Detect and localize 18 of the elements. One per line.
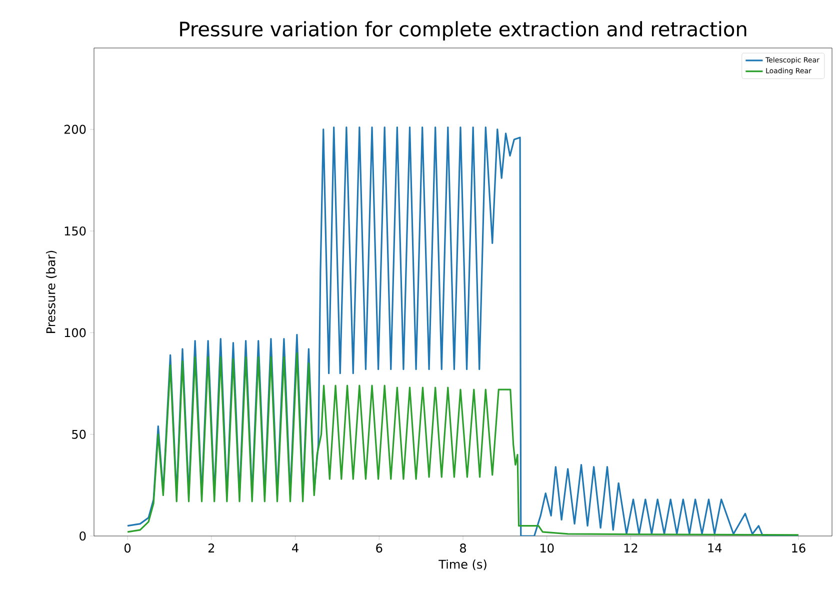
x-tick-label: 16 [792,544,806,553]
y-tick-label: 150 [64,226,86,236]
x-tick-label: 10 [540,544,554,553]
x-tick-label: 8 [460,544,466,553]
x-tick-label: 6 [376,544,382,553]
x-tick-label: 12 [624,544,638,552]
line-series [126,352,800,536]
x-tick-label: 0 [124,544,131,553]
x-tick-label: 2 [208,544,214,552]
x-tick-label: 4 [292,544,298,552]
y-tick-label: 0 [80,531,86,541]
y-tick-label: 100 [64,328,86,338]
y-tick-label: 50 [72,430,86,439]
x-tick-label: 14 [708,544,722,552]
y-axis-title: Pressure (bar) [46,250,57,333]
chart-title: Pressure variation for complete extraction and retraction [180,21,746,40]
x-axis-title: Time (s) [438,559,486,570]
y-tick-label: 200 [64,124,86,134]
